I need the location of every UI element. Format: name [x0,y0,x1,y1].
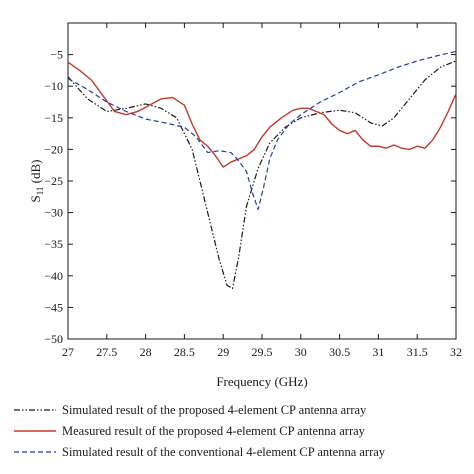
y-axis-title-main: S [28,195,43,202]
y-tick-label: −15 [44,111,63,125]
series-measured-proposed [67,61,457,168]
x-tick-label: 27 [62,345,74,359]
series-lines [67,50,457,290]
x-tick-label: 31 [372,345,384,359]
y-tick-label: −5 [50,48,63,62]
x-tick-label: 28.5 [174,345,195,359]
y-tick-label: −35 [44,237,63,251]
y-tick-label: −20 [44,142,63,156]
x-tick-label: 27.5 [96,345,117,359]
x-tick-label: 29.5 [252,345,273,359]
legend-label-simulated-proposed: Simulated result of the proposed 4-eleme… [62,403,367,417]
y-tick-label: −45 [44,300,63,314]
y-tick-label: −40 [44,269,63,283]
legend: Simulated result of the proposed 4-eleme… [14,403,386,459]
series-simulated-conventional [67,50,457,211]
y-tick-label: −50 [44,332,63,346]
x-tick-label: 28 [140,345,152,359]
x-tick-label: 32 [450,345,462,359]
y-tick-label: −25 [44,174,63,188]
y-tick-label: −30 [44,206,63,220]
plot-frame [67,22,457,340]
series-simulated-proposed [67,60,457,290]
legend-label-measured-proposed: Measured result of the proposed 4-elemen… [62,424,366,438]
y-axis-title-unit: (dB) [28,160,43,187]
axis-tick-labels: 27 27.5 28 28.5 29 29.5 30 30.5 31 31.5 32 −5 −10 −15… [44,48,462,359]
x-tick-label: 30.5 [329,345,350,359]
axis-ticks [67,22,457,340]
x-tick-label: 29 [217,345,229,359]
x-tick-label: 30 [295,345,307,359]
x-axis-title: Frequency (GHz) [216,374,307,389]
legend-label-simulated-conventional: Simulated result of the conventional 4-e… [62,445,386,459]
y-axis-title: S11 (dB) [28,160,45,203]
y-axis-title-sub: 11 [35,187,45,196]
y-tick-label: −10 [44,79,63,93]
x-tick-label: 31.5 [407,345,428,359]
